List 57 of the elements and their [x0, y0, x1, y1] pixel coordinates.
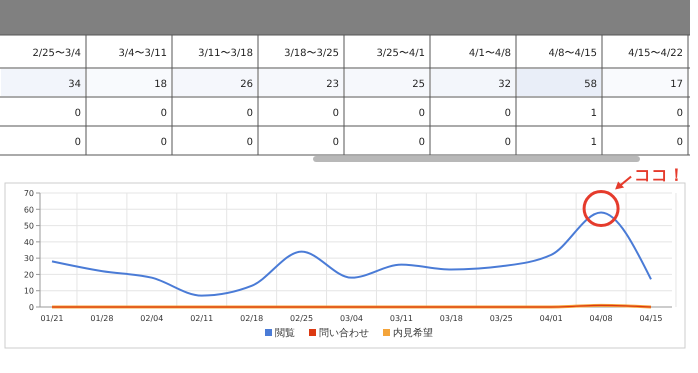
data-label: 0: [676, 137, 683, 148]
x-tick-label: 03/04: [340, 314, 364, 323]
data-label: 34: [68, 79, 81, 90]
data-label: 25: [412, 79, 425, 90]
data-label: 0: [418, 108, 425, 119]
data-label: 26: [240, 79, 253, 90]
data-label: 58: [584, 79, 597, 90]
x-tick-label: 02/25: [290, 314, 314, 323]
y-tick-label: 10: [24, 286, 34, 296]
x-tick-label: 03/11: [390, 314, 413, 323]
y-tick-label: 60: [24, 205, 34, 214]
data-label: 0: [246, 137, 253, 148]
data-label: 23: [326, 79, 339, 90]
data-label: 0: [246, 108, 253, 119]
x-tick-label: 01/21: [40, 314, 64, 323]
x-tick-label: 02/11: [190, 314, 214, 323]
data-label: 0: [332, 108, 339, 119]
x-tick-label: 01/28: [90, 314, 114, 323]
y-tick-label: 30: [24, 254, 34, 264]
x-tick-label: 02/04: [140, 314, 164, 323]
y-tick-label: 70: [24, 189, 34, 198]
x-tick-label: 4/15〜4/22: [628, 48, 683, 59]
x-tick-label: 03/25: [490, 314, 513, 323]
y-tick-label: 0: [28, 303, 34, 312]
legend-label: 閲覧: [275, 328, 295, 339]
y-tick-label: 50: [24, 222, 34, 231]
data-label: 32: [498, 79, 511, 90]
data-label: 0: [504, 137, 511, 148]
y-tick-label: 20: [24, 270, 34, 280]
data-label: 0: [74, 108, 81, 119]
data-label: 18: [154, 79, 167, 90]
data-label: 1: [590, 137, 597, 148]
x-tick-label: 4/1〜4/8: [468, 48, 511, 59]
legend-label: 問い合わせ: [319, 327, 369, 339]
data-label: 0: [160, 108, 167, 119]
data-label: 0: [418, 137, 425, 148]
x-tick-label: 03/18: [440, 314, 463, 323]
y-tick-label: 40: [24, 238, 34, 247]
data-label: 17: [670, 79, 683, 90]
x-tick-label: 04/08: [590, 314, 613, 323]
data-label: 0: [504, 108, 511, 119]
x-tick-label: 04/01: [540, 314, 563, 323]
x-tick-label: 3/4〜3/11: [118, 48, 167, 59]
x-tick-label: 04/15: [639, 314, 663, 323]
x-tick-label: 3/25〜4/1: [376, 48, 425, 59]
annotation: ココ！: [634, 166, 686, 186]
data-label: 1: [590, 108, 597, 119]
x-tick-label: 4/8〜4/15: [548, 48, 597, 59]
data-label: 0: [332, 137, 339, 148]
x-tick-label: 02/18: [240, 314, 264, 323]
data-label: 0: [74, 137, 81, 148]
data-label: 0: [160, 137, 167, 148]
x-tick-label: 3/18〜3/25: [284, 48, 339, 59]
x-tick-label: 2/25〜3/4: [32, 48, 81, 59]
data-label: 0: [676, 108, 683, 119]
legend-label: 内見希望: [393, 327, 433, 339]
x-tick-label: 3/11〜3/18: [198, 48, 253, 59]
